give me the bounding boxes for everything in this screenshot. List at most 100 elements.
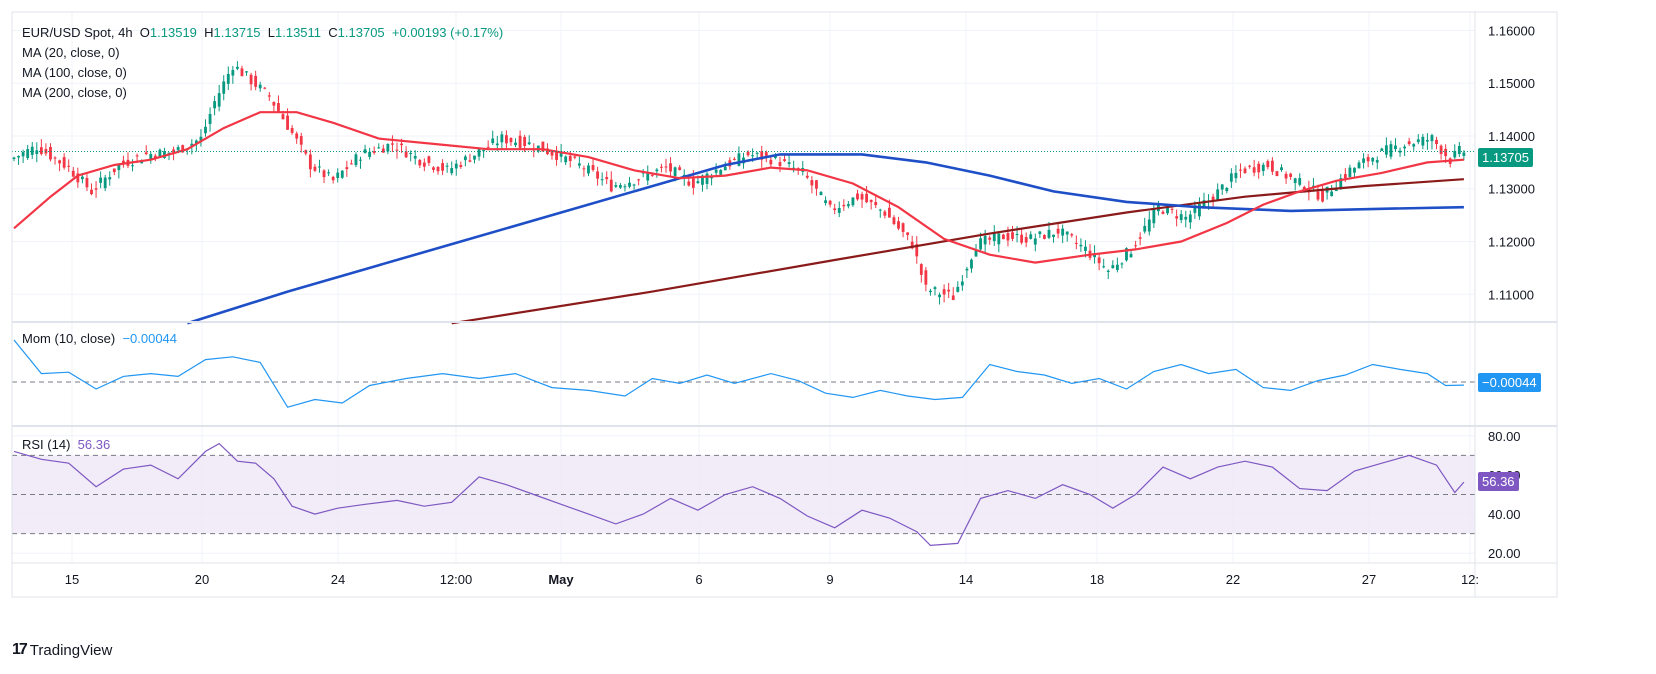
candle-body [226, 73, 230, 84]
candle-body [933, 287, 937, 290]
candle-body [632, 184, 636, 186]
candle-body [491, 138, 495, 144]
candle-body [887, 207, 891, 218]
candle-body [53, 157, 57, 159]
time-tick-label: 27 [1362, 572, 1376, 587]
candle-body [181, 145, 185, 153]
candle-body [1225, 187, 1229, 192]
candle-body [441, 163, 444, 171]
candle-body [463, 156, 467, 161]
candle-body [1129, 253, 1133, 258]
candle-body [304, 150, 308, 154]
candle-body [381, 148, 385, 153]
candle-body [1220, 184, 1224, 190]
candle-body [1389, 144, 1393, 157]
mom-legend[interactable]: Mom (10, close) −0.00044 [22, 329, 177, 349]
candle-body [122, 160, 125, 164]
candle-body [696, 181, 700, 184]
close-value: 1.13705 [337, 25, 385, 40]
candle-body [149, 154, 153, 160]
candle-body [131, 165, 134, 167]
candle-body [1097, 257, 1101, 264]
close-label: C [328, 25, 338, 40]
candle-body [974, 249, 978, 257]
price-tick-label: 1.11000 [1488, 287, 1534, 302]
candle-body [701, 175, 704, 185]
candle-body [1366, 157, 1370, 162]
candle-body [546, 148, 549, 155]
candle-body [1457, 145, 1461, 154]
ma20-legend[interactable]: MA (20, close, 0) [22, 45, 120, 60]
axes: 1.16000 1.15000 1.14000 1.13000 1.12000 1.110… [11, 11, 1558, 598]
price-tick-label: 1.13000 [1488, 182, 1535, 197]
ma20-line [13, 111, 1464, 264]
candle-body [1211, 196, 1215, 202]
candle-body [1015, 233, 1019, 235]
candle-body [660, 166, 663, 168]
candle-body [1170, 208, 1174, 210]
candle-body [1334, 188, 1338, 192]
candle-body [605, 177, 609, 180]
candle-body [883, 211, 887, 216]
rsi-tick-label: 40.00 [1488, 507, 1521, 522]
candle-body [80, 176, 84, 180]
candle-body [924, 270, 928, 285]
ma200-legend[interactable]: MA (200, close, 0) [22, 85, 127, 100]
ma100-legend[interactable]: MA (100, close, 0) [22, 65, 127, 80]
candle-body [970, 259, 973, 269]
tradingview-icon: 17 [12, 641, 28, 658]
candle-body [965, 268, 969, 271]
candle-body [1179, 214, 1183, 221]
candle-body [1175, 216, 1179, 219]
price-tag: 1.13705 [1478, 148, 1533, 167]
candle-body [1020, 234, 1024, 243]
candle-body [400, 143, 403, 146]
candle-body [1006, 233, 1010, 241]
candle-body [760, 151, 764, 160]
candle-body [331, 176, 335, 181]
candle-body [1416, 139, 1420, 143]
high-value: 1.13715 [213, 25, 261, 40]
time-tick-label: May [548, 572, 574, 587]
candle-body [12, 157, 16, 160]
candle-body [1407, 141, 1411, 144]
rsi-band [12, 454, 1475, 535]
tradingview-logo[interactable]: 17 TradingView [12, 641, 112, 659]
candle-body [217, 93, 221, 107]
candle-body [318, 166, 321, 168]
candle-body [815, 180, 818, 189]
candle-body [751, 155, 755, 157]
candle-body [190, 143, 194, 147]
candle-body [1430, 135, 1434, 142]
candle-body [673, 167, 677, 177]
candle-body [299, 136, 303, 145]
open-value: 1.13519 [149, 25, 197, 40]
candle-body [322, 170, 326, 178]
time-tick-label: 9 [826, 572, 833, 587]
candle-body [869, 199, 873, 203]
candle-body [582, 168, 586, 170]
candle-body [573, 156, 577, 158]
candle-body [404, 151, 408, 158]
time-tick-label: 24 [331, 572, 345, 587]
candle-body [805, 175, 809, 178]
momentum-pane [12, 339, 1475, 408]
rsi-legend[interactable]: RSI (14) 56.36 [22, 435, 110, 455]
candle-body [1147, 219, 1151, 232]
candle-body [723, 166, 727, 171]
candle-body [454, 163, 458, 169]
candle-body [587, 165, 590, 174]
candle-body [1412, 144, 1416, 147]
candle-body [764, 152, 768, 156]
candle-body [1184, 216, 1188, 220]
candle-body [523, 136, 527, 147]
candle-body [504, 135, 508, 144]
candle-body [135, 155, 139, 157]
candle-body [290, 127, 294, 133]
candle-body [1384, 145, 1388, 155]
grid-lines [12, 12, 1475, 563]
candle-body [67, 165, 71, 167]
rsi-value: 56.36 [77, 437, 111, 452]
symbol-label[interactable]: EUR/USD Spot, 4h [22, 25, 133, 40]
